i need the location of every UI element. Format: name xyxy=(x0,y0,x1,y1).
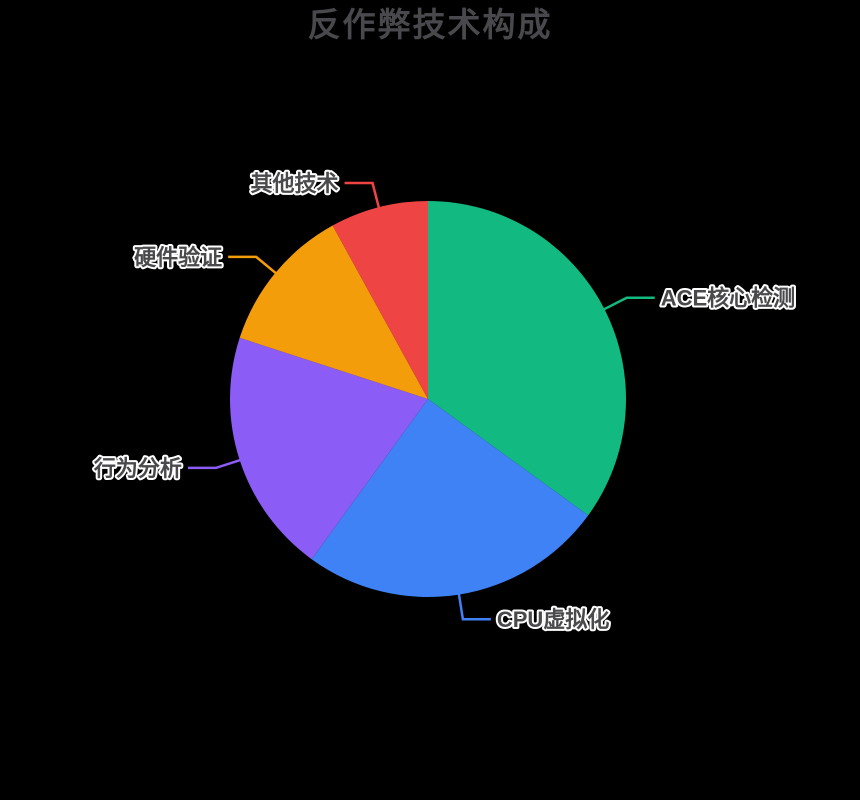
pie-slice-3[interactable] xyxy=(239,225,428,399)
slice-label-2: 行为分析 xyxy=(93,456,182,481)
slice-labels: ACE核心检测 CPU虚拟化 行为分析 硬件验证 其他技术 xyxy=(91,169,797,634)
pie-slice-4[interactable] xyxy=(332,201,428,399)
slice-label-4: 其他技术 xyxy=(251,171,339,196)
slice-label-3: 硬件验证 xyxy=(134,245,222,270)
label-line-0 xyxy=(602,296,655,311)
chart-title: 反作弊技术构成 xyxy=(307,6,553,43)
label-line-1 xyxy=(457,593,491,621)
pie-slice-2[interactable] xyxy=(229,337,428,560)
label-line-4 xyxy=(344,181,381,209)
label-lines xyxy=(187,181,655,621)
pie-slices xyxy=(229,201,627,598)
label-line-2 xyxy=(187,458,242,470)
pie-slice-1[interactable] xyxy=(311,399,589,598)
slice-label-1: CPU虚拟化 xyxy=(497,607,609,632)
slice-label-0: ACE核心检测 xyxy=(661,286,795,311)
label-line-3 xyxy=(228,255,278,275)
pie-slice-0[interactable] xyxy=(428,201,627,516)
